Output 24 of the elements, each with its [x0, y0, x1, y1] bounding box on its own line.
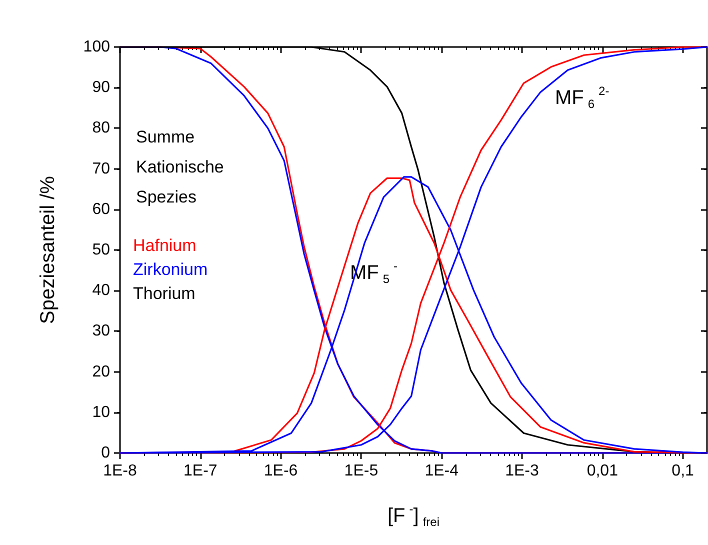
y-axis-title: Speziesanteil /% — [37, 176, 59, 324]
x-tick-label: 1E-6 — [264, 462, 298, 480]
y-tick-label: 60 — [92, 200, 110, 218]
x-tick-label: 1E-5 — [344, 462, 378, 480]
y-tick-label: 20 — [92, 363, 110, 380]
text: Zirkonium — [133, 260, 208, 279]
x-tick-label: 0,1 — [672, 462, 694, 480]
x-tick-label: 1E-3 — [505, 462, 539, 480]
y-tick-label: 50 — [92, 242, 110, 258]
text: Hafnium — [133, 236, 196, 255]
y-tick-label: 30 — [92, 322, 110, 340]
y-tick-label: 40 — [92, 282, 110, 300]
y-tick-label: 10 — [92, 404, 110, 421]
y-tick-label: 70 — [92, 160, 110, 178]
y-tick-label: 0 — [101, 444, 110, 462]
y-tick-label: 100 — [83, 38, 110, 56]
x-tick-label: 1E-8 — [103, 462, 137, 480]
x-tick-label: 1E-4 — [424, 462, 459, 480]
y-tick-label: 80 — [92, 120, 110, 137]
annotation: Summe Kationische Spezies — [136, 128, 224, 206]
x-tick-label: 1E-7 — [184, 462, 218, 480]
text: Thorium — [133, 284, 196, 303]
x-tick-label: 0,01 — [586, 462, 618, 480]
y-tick-label: 90 — [92, 79, 110, 96]
